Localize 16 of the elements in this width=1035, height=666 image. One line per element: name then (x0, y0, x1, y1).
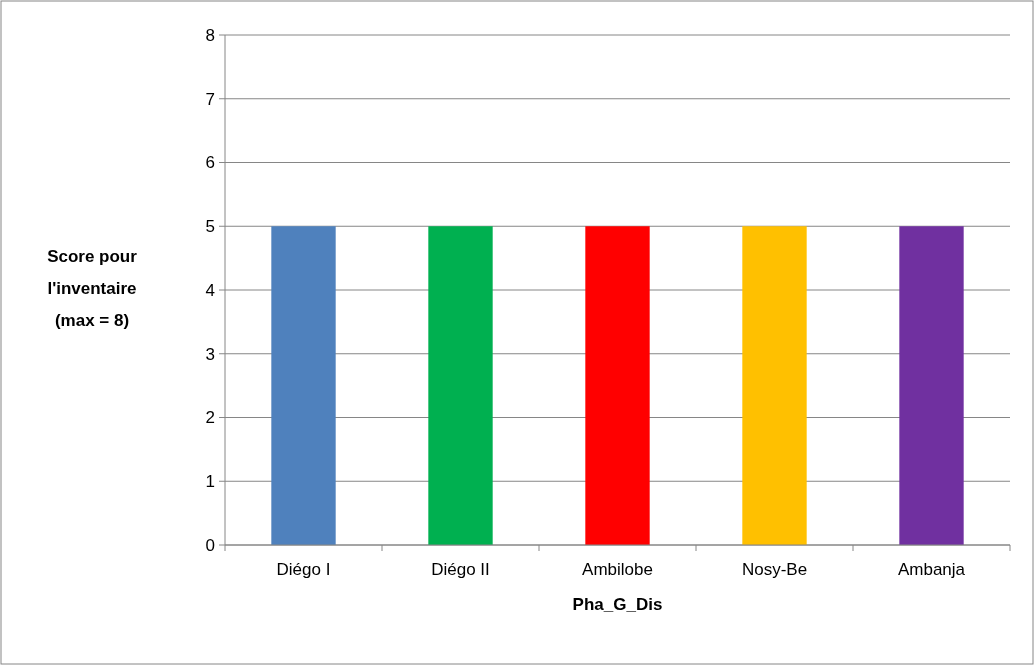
y-tick-label: 7 (205, 89, 215, 109)
y-tick-label: 1 (205, 472, 215, 492)
y-tick-label: 8 (205, 25, 215, 45)
x-tick-label: Nosy-Be (741, 560, 808, 579)
y-tick-label: 0 (205, 535, 215, 555)
x-tick-label: Ambilobe (582, 560, 653, 579)
y-axis-title: Score pour l'inventaire (max = 8) (47, 247, 138, 331)
x-axis-title: Pha_G_Dis (572, 595, 663, 614)
x-tick-label: Diégo I (276, 560, 331, 579)
y-tick-label: 4 (205, 280, 215, 300)
y-tick-label: 5 (205, 217, 215, 237)
y-tick-label: 3 (205, 344, 215, 364)
x-tick-label: Diégo II (431, 560, 490, 579)
x-tick-label: Ambanja (897, 560, 966, 579)
y-tick-label: 2 (205, 408, 215, 428)
y-tick-label: 6 (205, 153, 215, 173)
